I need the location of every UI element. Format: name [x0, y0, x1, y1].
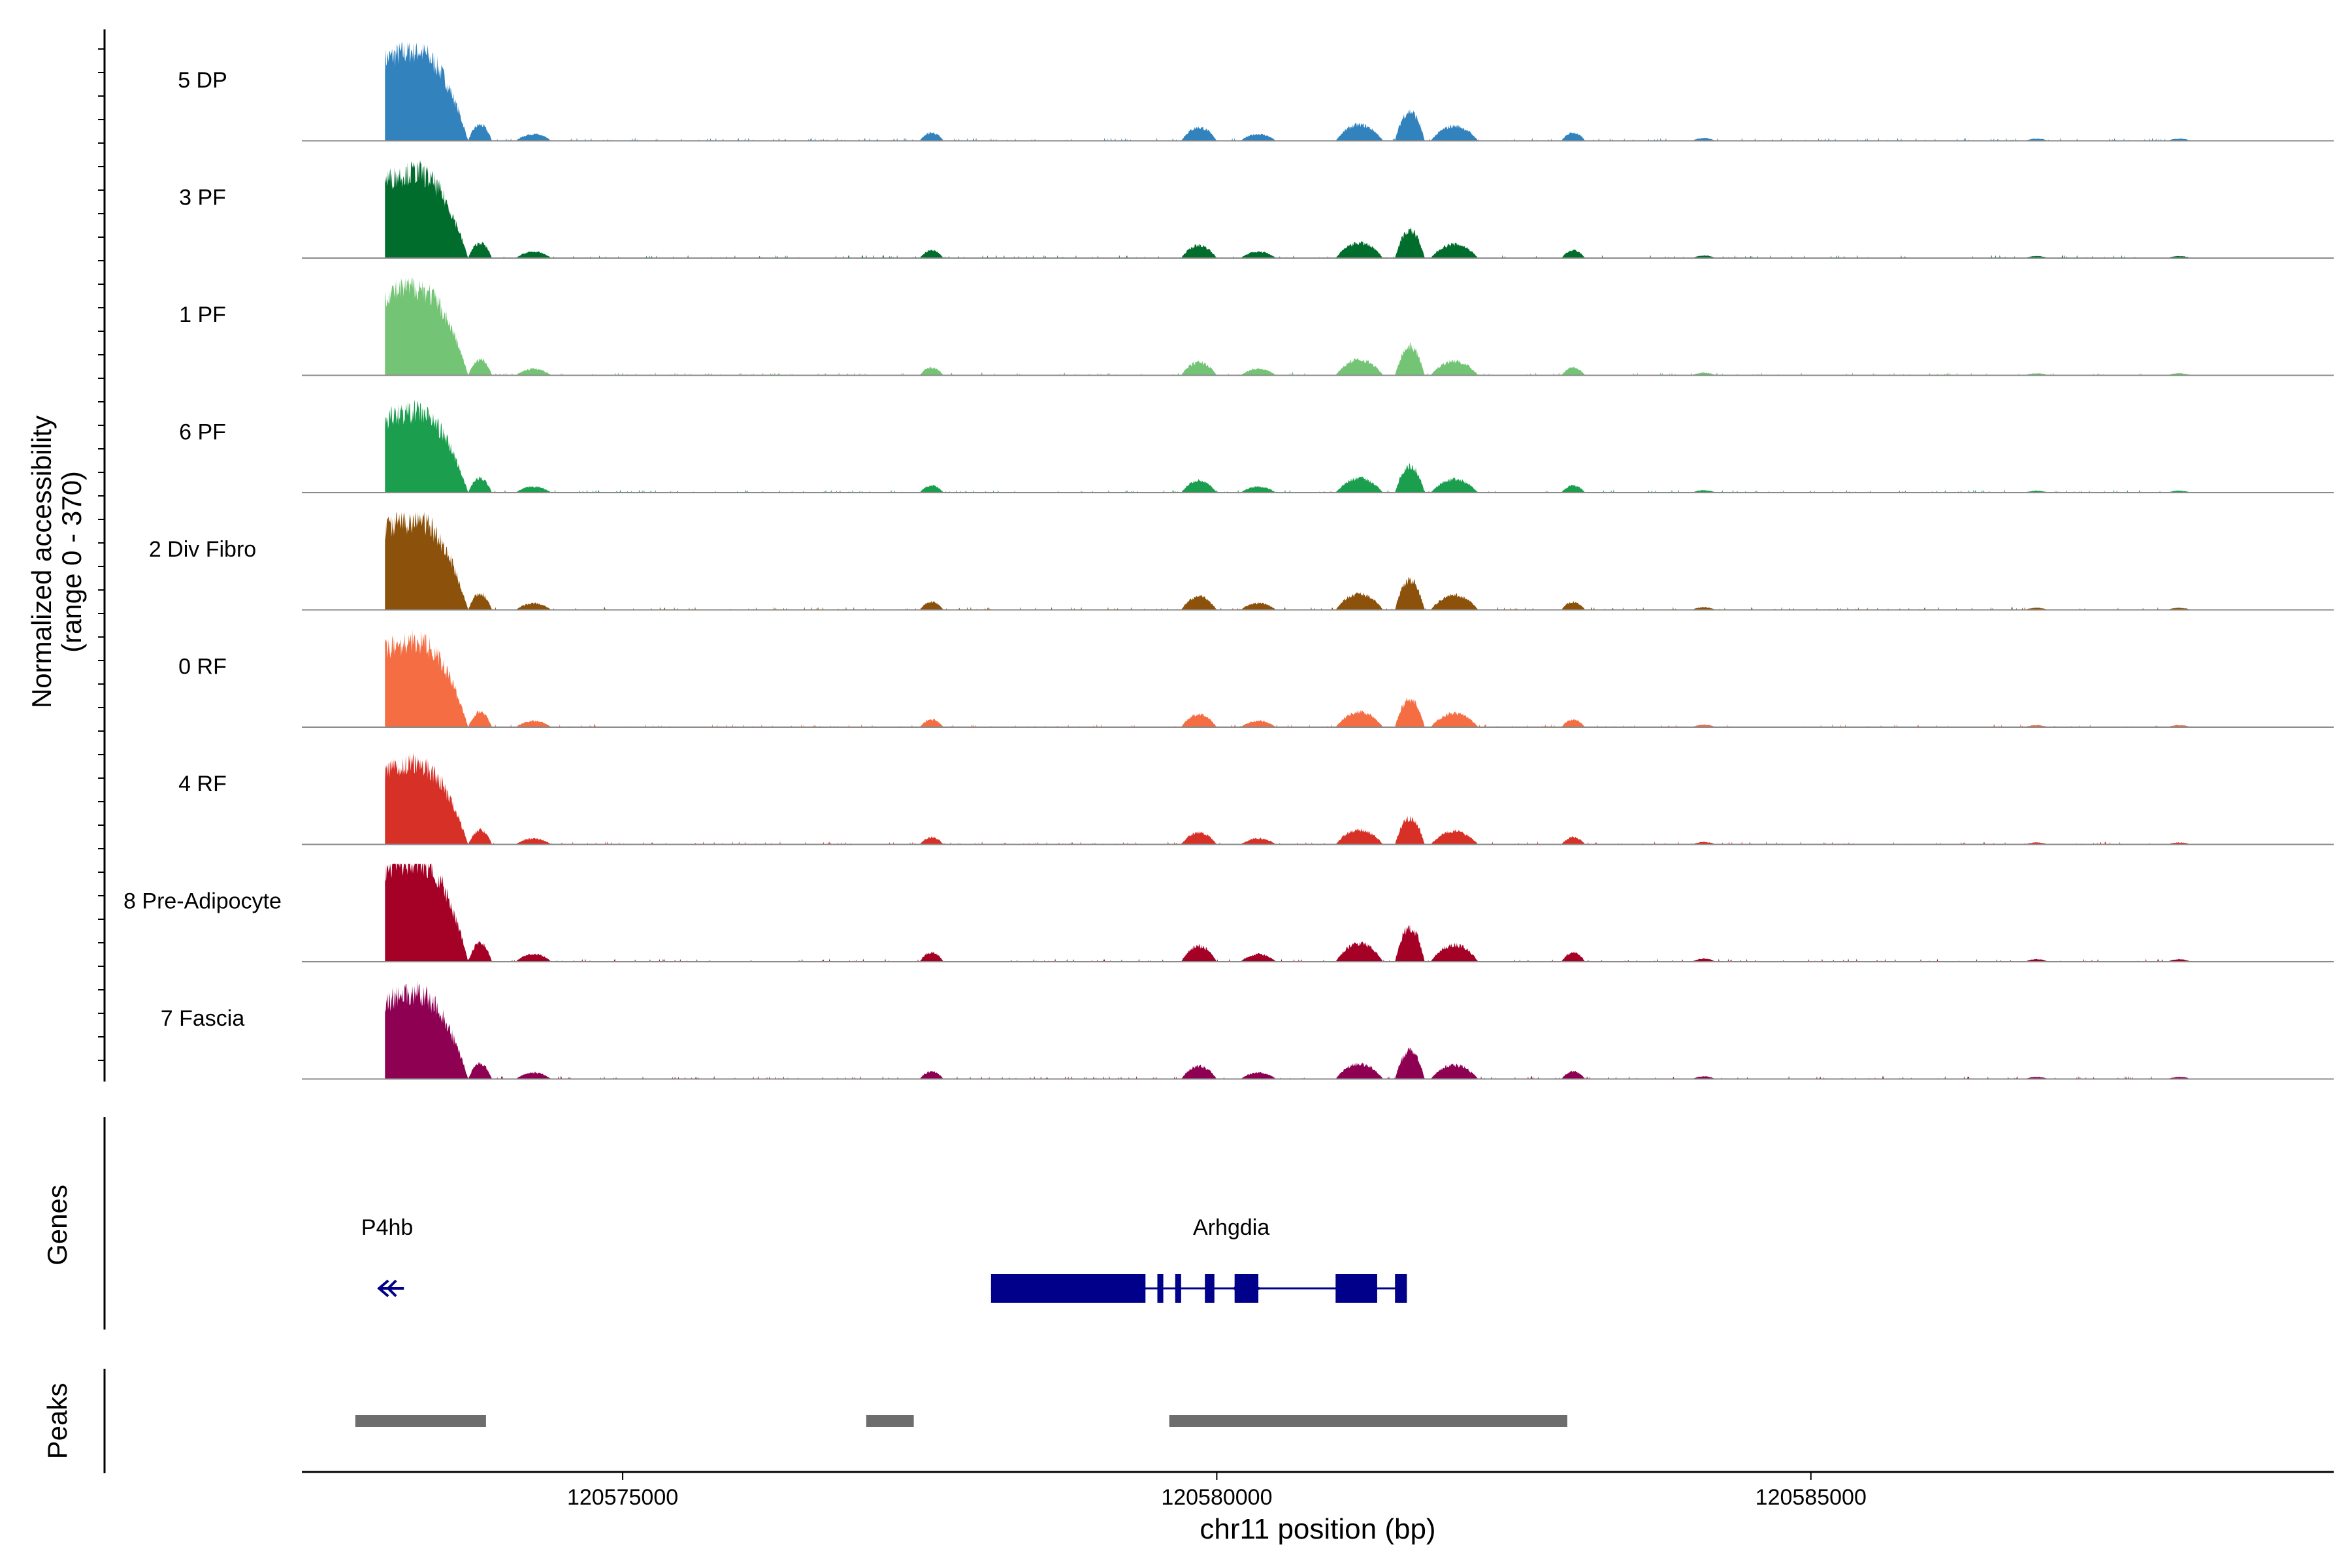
track-7-fascia: 7 Fascia — [161, 981, 2334, 1080]
genes-panel: Genes P4hb Arhgdia — [42, 1117, 1407, 1330]
track-8-pre-adipocyte: 8 Pre-Adipocyte — [123, 864, 2334, 962]
genes-title-group: Genes — [42, 1184, 73, 1266]
y-axis-label-line2: (range 0 - 370) — [56, 471, 87, 653]
track-1-pf: 1 PF — [179, 277, 2334, 376]
gene-label: Arhgdia — [1193, 1215, 1269, 1240]
coverage-area — [385, 42, 2191, 141]
coverage-area — [385, 981, 2191, 1079]
gene-exon — [1157, 1274, 1164, 1303]
gene-arhgdia: Arhgdia — [990, 1215, 1407, 1303]
coverage-area — [385, 629, 2191, 727]
track-label: 6 PF — [179, 419, 226, 444]
y-axis-title: Normalized accessibility (range 0 - 370) — [26, 416, 87, 708]
genes-title: Genes — [42, 1184, 73, 1266]
track-label: 7 Fascia — [161, 1006, 245, 1031]
track-0-rf: 0 RF — [178, 629, 2334, 728]
peak-bar — [1169, 1415, 1567, 1427]
x-tick-label: 120580000 — [1161, 1485, 1272, 1510]
peaks-title: Peaks — [42, 1383, 73, 1460]
gene-p4hb: P4hb — [361, 1215, 413, 1298]
track-label: 8 Pre-Adipocyte — [123, 889, 282, 913]
peak-bar — [866, 1415, 914, 1427]
gene-exon — [990, 1274, 1146, 1303]
track-label: 0 RF — [178, 654, 227, 679]
coverage-area — [385, 864, 2191, 962]
strand-arrow-icon — [1232, 1279, 1260, 1298]
peak-bar — [355, 1415, 486, 1427]
y-axis: Normalized accessibility (range 0 - 370) — [26, 29, 106, 1082]
track-4-rf: 4 RF — [178, 753, 2334, 845]
x-tick-label: 120575000 — [567, 1485, 678, 1510]
coverage-area — [385, 753, 2191, 845]
coverage-area — [385, 399, 2191, 493]
track-2-div-fibro: 2 Div Fibro — [149, 512, 2334, 611]
coverage-area — [385, 512, 2191, 610]
x-tick-label: 120585000 — [1756, 1485, 1867, 1510]
track-6-pf: 6 PF — [179, 399, 2334, 493]
gene-label: P4hb — [361, 1215, 413, 1240]
y-axis-label-line1: Normalized accessibility — [26, 416, 57, 708]
track-label: 1 PF — [179, 302, 226, 327]
strand-arrow-icon — [377, 1279, 404, 1298]
gene-exon — [1395, 1274, 1407, 1303]
track-5-dp: 5 DP — [178, 42, 2334, 142]
coverage-area — [385, 160, 2191, 258]
peaks-panel: Peaks — [42, 1369, 1567, 1473]
x-axis-title: chr11 position (bp) — [1200, 1513, 1435, 1545]
peaks-title-group: Peaks — [42, 1383, 73, 1460]
coverage-area — [385, 277, 2191, 376]
track-3-pf: 3 PF — [179, 160, 2334, 259]
coverage-tracks: 5 DP 3 PF 1 PF 6 PF 2 Div Fibro 0 RF 4 RF 8 Pre… — [123, 42, 2334, 1080]
track-label: 5 DP — [178, 68, 227, 93]
gene-exon — [1335, 1274, 1377, 1303]
gene-exon — [1175, 1274, 1181, 1303]
gene-exon — [1205, 1274, 1215, 1303]
track-label: 4 RF — [178, 772, 227, 796]
track-label: 3 PF — [179, 185, 226, 210]
track-label: 2 Div Fibro — [149, 537, 256, 562]
x-axis: 120575000 120580000 120585000 chr11 positio… — [302, 1471, 2334, 1545]
